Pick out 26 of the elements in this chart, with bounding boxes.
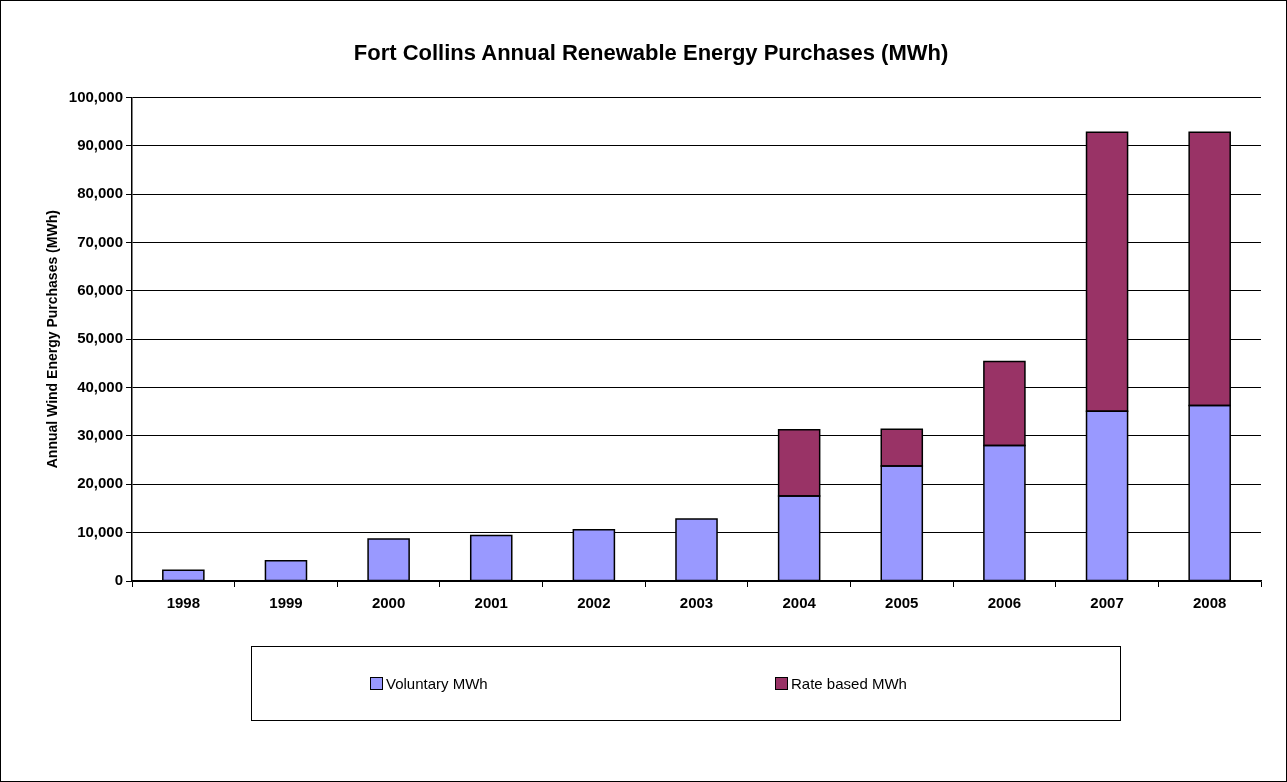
x-tick-label: 2002	[577, 594, 611, 612]
y-axis-title: Annual Wind Energy Purchases (MWh)	[44, 210, 61, 469]
y-tick-label: 50,000	[77, 329, 124, 347]
x-tick-label: 2001	[474, 594, 508, 612]
x-tick-label: 2008	[1193, 594, 1227, 612]
x-tick-label: 2000	[371, 594, 406, 612]
y-tick-label: 40,000	[77, 377, 124, 395]
y-tick-label: 70,000	[77, 232, 124, 250]
y-tick-label: 60,000	[77, 280, 124, 298]
legend-label: Rate based MWh	[791, 675, 907, 692]
y-tick-label: 80,000	[77, 184, 124, 202]
x-tick-label: 2004	[782, 594, 817, 612]
x-tick-label: 2006	[987, 594, 1022, 612]
y-tick-label: 30,000	[77, 426, 124, 444]
y-tick-label: 10,000	[77, 522, 124, 540]
y-tick-label: 100,000	[68, 87, 124, 105]
legend-label: Voluntary MWh	[386, 675, 488, 692]
x-tick-label: 2005	[885, 594, 919, 612]
y-tick-label: 90,000	[77, 135, 124, 153]
y-tick-label: 0	[114, 571, 124, 589]
x-tick-label: 2003	[679, 594, 714, 612]
x-tick-label: 1999	[269, 594, 303, 612]
x-tick-label: 1998	[166, 594, 201, 612]
y-tick-label: 20,000	[77, 474, 124, 492]
chart-title: Fort Collins Annual Renewable Energy Purchases (MWh)	[353, 40, 949, 66]
x-tick-label: 2007	[1090, 594, 1124, 612]
